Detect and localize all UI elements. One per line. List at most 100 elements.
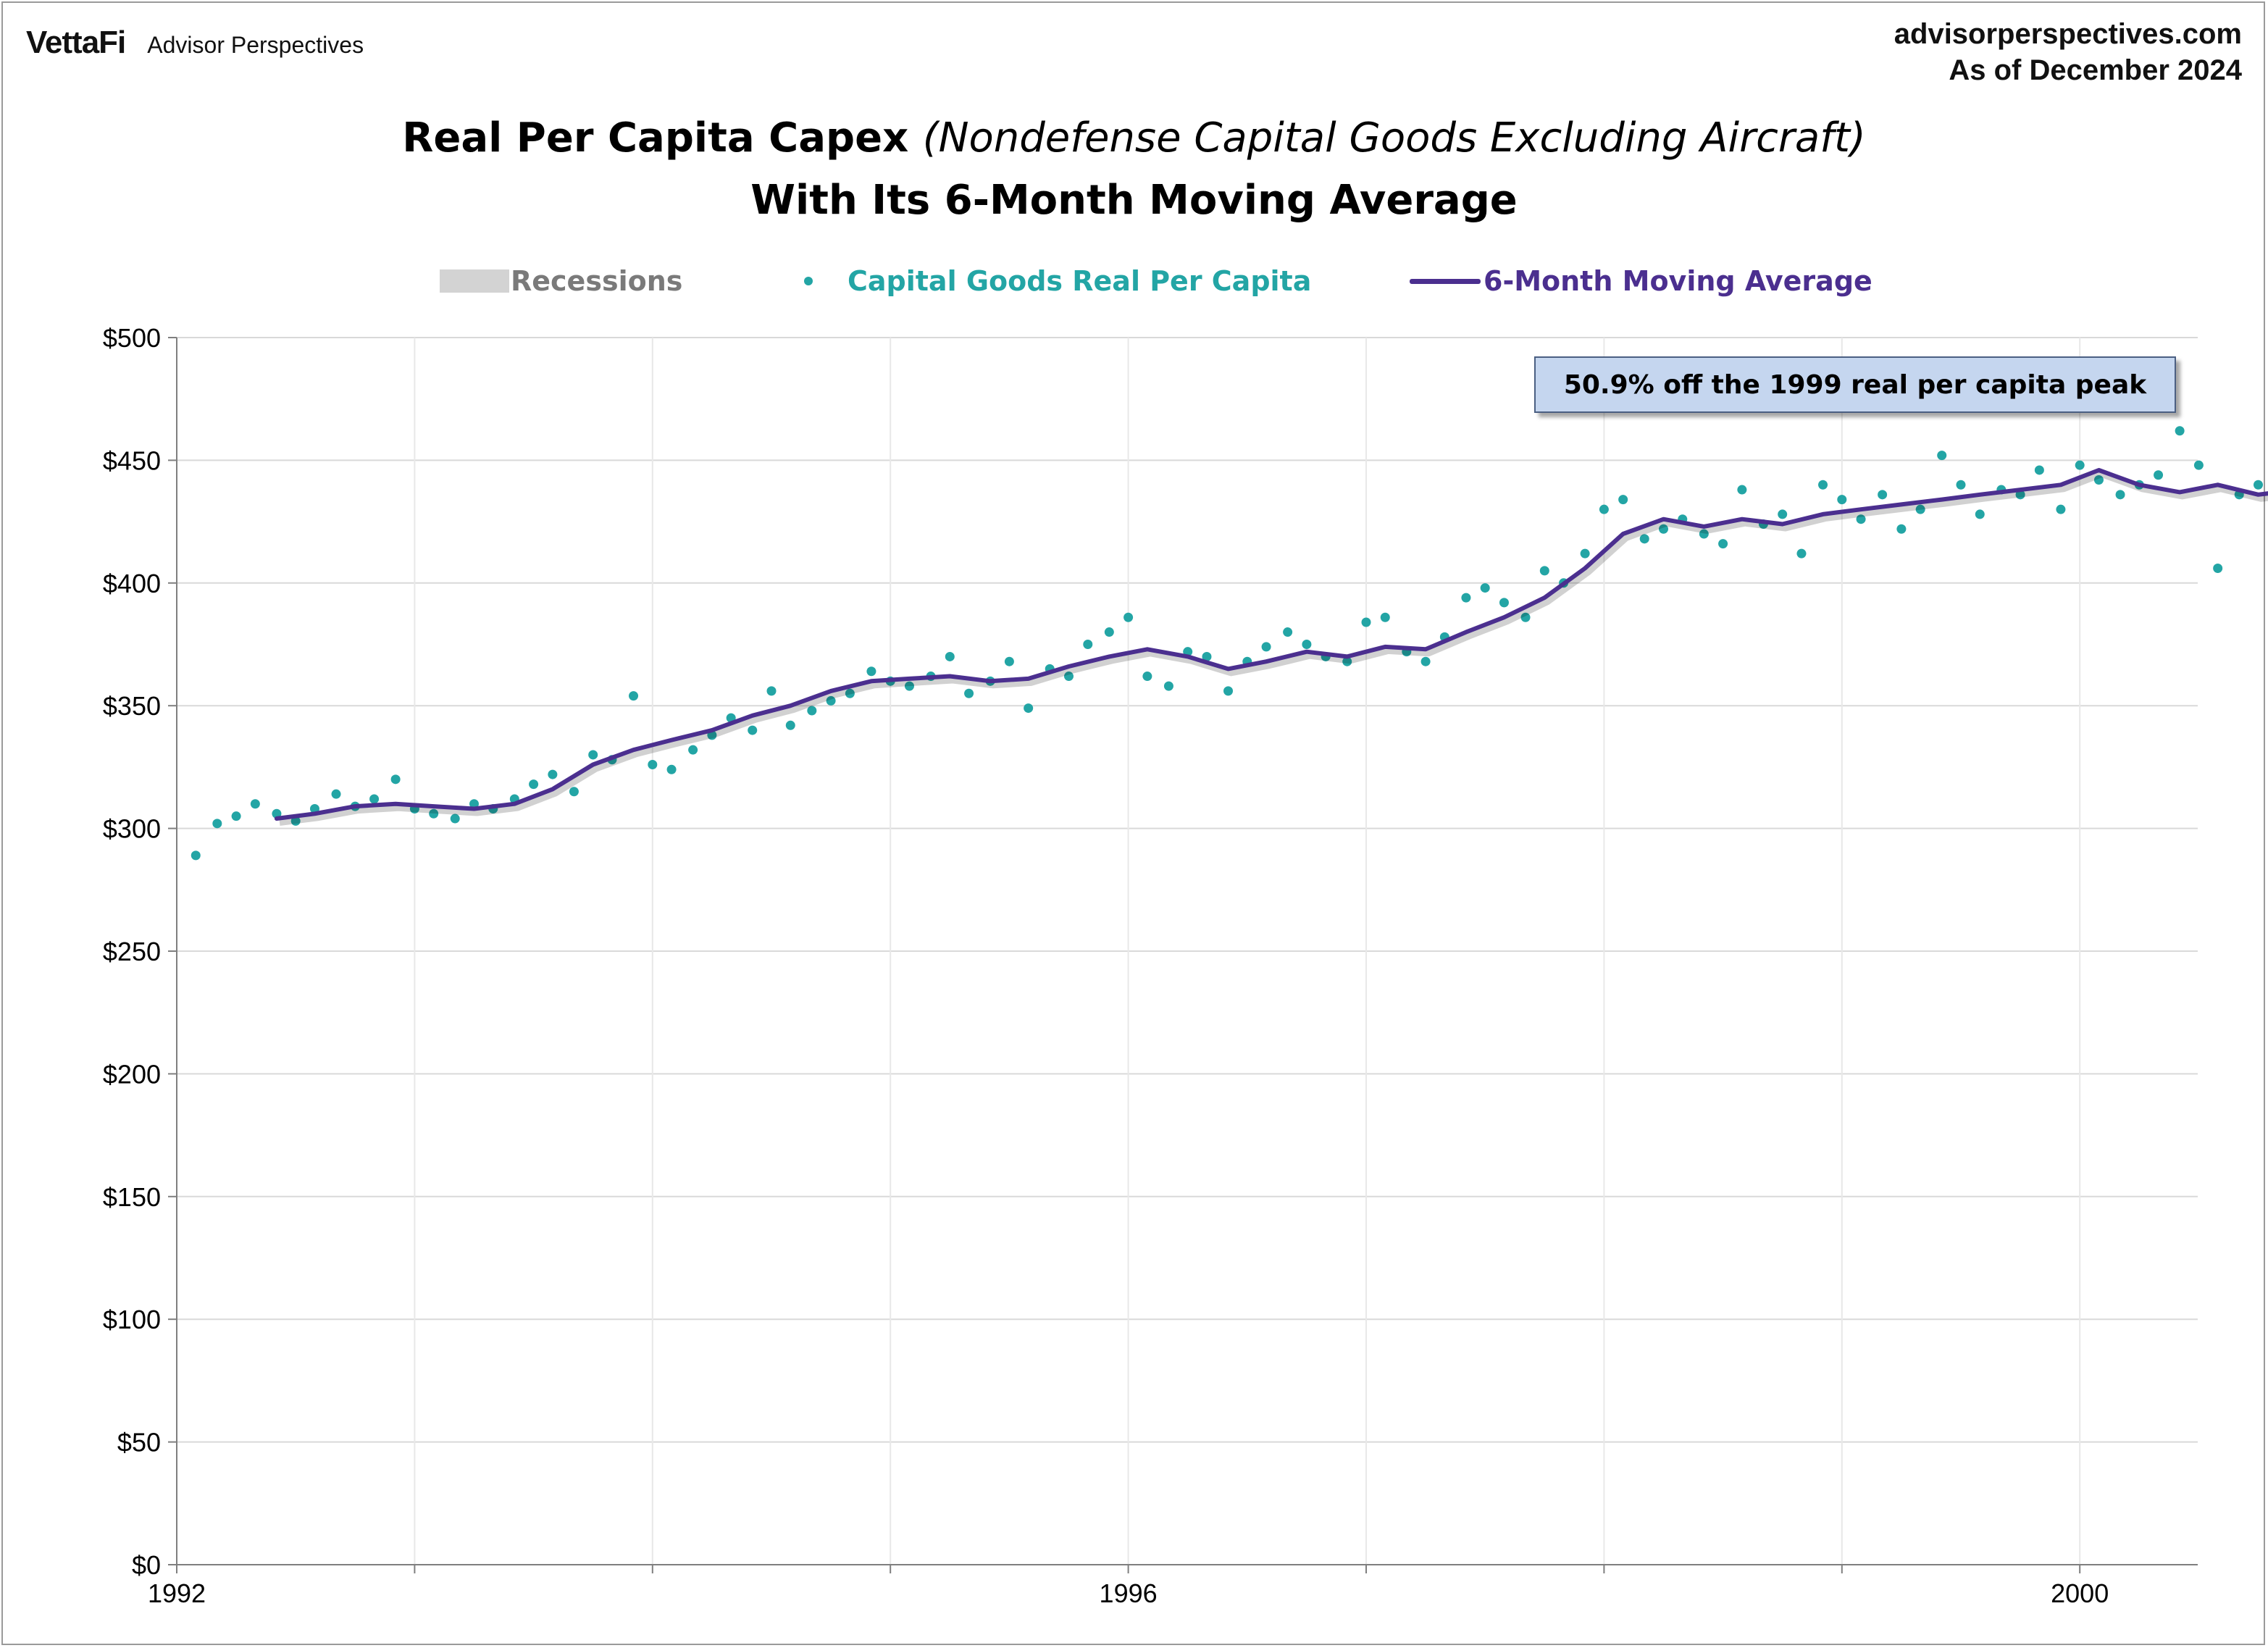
data-point — [945, 651, 955, 661]
data-point — [1004, 656, 1014, 666]
data-point — [1261, 642, 1271, 652]
data-point — [1064, 672, 1074, 682]
data-point — [1024, 703, 1034, 714]
data-point — [1461, 593, 1471, 603]
legend-scatter-label: Capital Goods Real Per Capita — [848, 265, 1312, 297]
gridlines — [177, 337, 2198, 1565]
data-point — [1083, 640, 1093, 649]
data-point — [1718, 539, 1728, 549]
data-point — [231, 811, 241, 821]
data-point — [2034, 465, 2044, 475]
data-point — [1699, 529, 1709, 539]
source-info: advisorperspectives.com As of December 2… — [1894, 16, 2242, 88]
dot-swatch — [804, 277, 813, 285]
data-point — [569, 787, 579, 797]
data-point — [866, 666, 876, 677]
data-point — [629, 691, 639, 701]
y-tick-label: $400 — [103, 569, 161, 598]
logo-product: Advisor Perspectives — [147, 32, 364, 58]
y-tick-label: $100 — [103, 1305, 161, 1334]
data-point — [290, 816, 301, 826]
data-point — [450, 813, 460, 824]
y-tick-label: $50 — [117, 1428, 161, 1457]
data-point — [845, 688, 855, 698]
data-point — [1104, 627, 1114, 637]
data-point — [1878, 490, 1888, 500]
data-point — [1639, 534, 1649, 544]
data-point — [1580, 548, 1590, 559]
chart-subtitle: With Its 6-Month Moving Average — [750, 177, 1518, 224]
data-point — [1342, 656, 1352, 666]
data-point — [2075, 460, 2085, 470]
data-point — [1975, 509, 1985, 519]
data-point — [1223, 686, 1234, 696]
legend-line-label: 6-Month Moving Average — [1484, 265, 1872, 297]
y-tick-label: $0 — [132, 1550, 161, 1580]
data-point — [1896, 524, 1907, 534]
scatter-points — [191, 426, 2263, 861]
legend-line: 6-Month Moving Average — [1410, 261, 1872, 301]
data-point — [548, 769, 558, 779]
data-point — [1618, 495, 1628, 505]
moving-average-line — [274, 468, 2268, 826]
data-point — [2015, 490, 2025, 500]
data-point — [2093, 475, 2104, 485]
data-point — [1796, 548, 1807, 559]
data-point — [1420, 656, 1431, 666]
data-point — [1142, 672, 1152, 682]
data-point — [1737, 485, 1747, 495]
title-paren: (Nondefense Capital Goods Excluding Airc… — [922, 114, 1866, 162]
x-tick-label: 1996 — [1100, 1578, 1158, 1608]
data-point — [766, 686, 777, 696]
data-point — [429, 808, 439, 819]
data-point — [1123, 612, 1134, 622]
data-point — [331, 789, 341, 799]
data-point — [826, 695, 836, 706]
data-point — [272, 808, 282, 819]
data-point — [390, 774, 401, 785]
legend-recessions: Recessions — [440, 261, 682, 301]
data-point — [1856, 514, 1866, 524]
logo: VettaFi Advisor Perspectives — [26, 25, 364, 61]
y-tick-label: $200 — [103, 1059, 161, 1089]
data-point — [2254, 480, 2263, 490]
moving-average-path — [274, 468, 2268, 821]
data-point — [1659, 524, 1668, 534]
data-point — [964, 688, 974, 698]
data-point — [2213, 563, 2223, 573]
chart-title-line1: Real Per Capita Capex (Nondefense Capita… — [0, 107, 2268, 170]
x-tick-label: 1992 — [148, 1578, 206, 1608]
source-site: advisorperspectives.com — [1894, 18, 2242, 50]
legend-scatter: Capital Goods Real Per Capita — [804, 261, 1311, 301]
data-point — [1163, 681, 1173, 691]
data-point — [1202, 651, 1212, 661]
legend: Recessions Capital Goods Real Per Capita… — [0, 261, 2268, 304]
chart-title: Real Per Capita Capex (Nondefense Capita… — [0, 107, 2268, 232]
data-point — [1380, 612, 1390, 622]
data-point — [1915, 504, 1925, 514]
data-point — [2193, 460, 2204, 470]
data-point — [688, 745, 698, 755]
data-point — [1302, 640, 1312, 649]
data-point — [1520, 612, 1531, 622]
data-point — [666, 764, 677, 774]
data-point — [1539, 566, 1549, 576]
line-swatch — [1410, 278, 1481, 284]
as-of-date: As of December 2024 — [1949, 54, 2242, 86]
data-point — [1818, 480, 1828, 490]
data-point — [1937, 451, 1947, 461]
x-tick-label: 2000 — [2051, 1578, 2109, 1608]
data-point — [648, 760, 658, 770]
data-point — [2154, 470, 2164, 480]
title-main: Real Per Capita Capex — [402, 114, 909, 162]
data-point — [1499, 598, 1509, 608]
data-point — [469, 799, 479, 809]
recession-swatch — [440, 269, 509, 293]
data-point — [785, 720, 795, 730]
data-point — [529, 779, 539, 790]
data-point — [2115, 490, 2125, 500]
data-point — [1778, 509, 1788, 519]
data-point — [369, 794, 380, 804]
y-tick-label: $250 — [103, 937, 161, 966]
